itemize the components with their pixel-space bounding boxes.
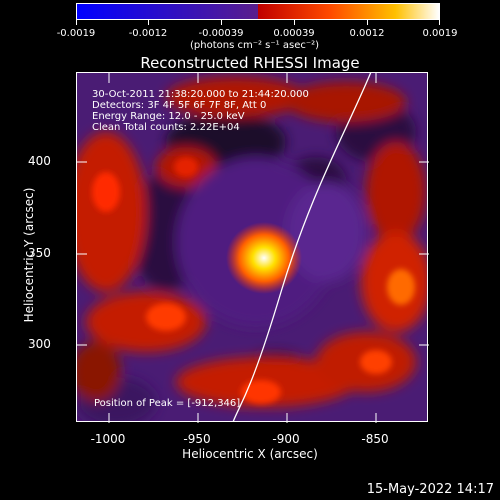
plot-title: Reconstructed RHESSI Image xyxy=(140,54,360,72)
colorbar-ticks xyxy=(76,20,440,26)
rhessi-image-canvas xyxy=(76,72,428,422)
info-line-clean: Clean Total counts: 2.22E+04 xyxy=(92,122,240,133)
y-tick-label: 400 xyxy=(28,154,51,168)
colorbar-tick-label: -0.0012 xyxy=(128,28,168,39)
colorbar xyxy=(76,3,440,20)
info-line-time: 30-Oct-2011 21:38:20.000 to 21:44:20.000 xyxy=(92,89,309,100)
rhessi-image: 30-Oct-2011 21:38:20.000 to 21:44:20.000… xyxy=(76,72,428,422)
solar-limb-line xyxy=(232,72,372,422)
x-tick-label: -900 xyxy=(272,432,300,446)
peak-position-label: Position of Peak = [-912,346] xyxy=(94,398,241,409)
x-axis-label: Heliocentric X (arcsec) xyxy=(182,447,318,461)
y-tick-label: 350 xyxy=(28,246,51,260)
colorbar-gradient xyxy=(77,4,439,19)
colorbar-tick-label: 0.00039 xyxy=(273,28,315,39)
x-tick-label: -850 xyxy=(361,432,389,446)
colorbar-units: (photons cm⁻² s⁻¹ asec⁻²) xyxy=(190,40,320,51)
info-line-detectors: Detectors: 3F 4F 5F 6F 7F 8F, Att 0 xyxy=(92,100,267,111)
y-axis-label: Heliocentric Y (arcsec) xyxy=(22,187,36,323)
x-tick-label: -950 xyxy=(183,432,211,446)
y-tick-label: 300 xyxy=(28,337,51,351)
x-tick-label: -1000 xyxy=(90,432,126,446)
colorbar-tick-label: 0.0019 xyxy=(422,28,458,39)
colorbar-tick-label: 0.0012 xyxy=(349,28,385,39)
timestamp: 15-May-2022 14:17 xyxy=(366,482,494,497)
colorbar-tick-label: -0.0019 xyxy=(56,28,96,39)
info-line-energy: Energy Range: 12.0 - 25.0 keV xyxy=(92,111,245,122)
plot-frame xyxy=(76,72,429,423)
axis-ticks xyxy=(77,73,429,423)
colorbar-tick-label: -0.00039 xyxy=(198,28,244,39)
